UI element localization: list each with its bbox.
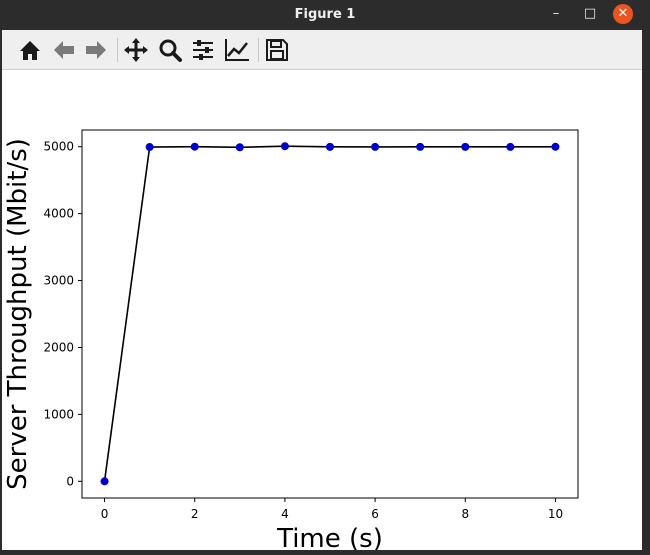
forward-arrow-icon [86,41,106,59]
data-point [100,477,109,486]
forward-button[interactable] [82,36,110,64]
minimize-button[interactable]: – [552,6,560,21]
window-border [642,30,650,555]
figure-canvas[interactable]: 0 2 4 6 8 10 0 1000 2000 3000 4000 5000 Time (s) Se… [2,70,642,550]
data-point [461,142,470,151]
axes-frame [81,129,579,499]
edit-axes-icon [225,39,249,61]
back-button[interactable] [50,36,78,64]
window-title: Figure 1 [294,7,356,22]
data-point [280,142,289,151]
title-bar[interactable]: Figure 1 – □ ✕ [0,0,650,29]
y-axis-label: Server Throughput (Mbit/s) [3,138,33,490]
data-point [416,142,425,151]
data-point [371,142,380,151]
y-tick-label: 0 [66,474,74,488]
save-icon [266,39,288,61]
pan-button[interactable] [122,36,150,64]
home-icon [20,41,40,60]
data-point [190,142,199,151]
data-point [326,142,334,151]
y-tick-label: 3000 [43,274,74,288]
pan-icon [124,38,148,62]
configure-subplots-button[interactable] [189,36,217,64]
toolbar-separator [258,38,259,62]
zoom-button[interactable] [156,36,184,64]
y-tick-label: 5000 [43,140,74,154]
x-axis-label: Time (s) [276,524,383,550]
close-button[interactable]: ✕ [613,4,633,24]
edit-axes-button[interactable] [223,36,251,64]
x-tick-label: 0 [101,507,109,521]
y-tick-label: 4000 [43,207,74,221]
data-point [551,142,560,151]
data-point [235,143,244,152]
x-tick-label: 2 [191,507,199,521]
zoom-icon [159,39,182,62]
maximize-button[interactable]: □ [583,6,597,21]
data-point [506,142,515,151]
y-tick-label: 1000 [43,407,74,421]
x-tick-label: 8 [461,507,469,521]
window-border [0,550,650,555]
x-tick-label: 4 [281,507,289,521]
x-tick-label: 10 [548,507,563,521]
x-tick-label: 6 [371,507,379,521]
data-point [145,143,154,152]
save-button[interactable] [263,36,291,64]
subplots-icon [193,40,213,60]
navigation-toolbar [2,30,642,70]
back-arrow-icon [54,41,74,59]
line-chart: 0 2 4 6 8 10 0 1000 2000 3000 4000 5000 Time (s) Se… [3,129,579,550]
y-tick-label: 2000 [43,340,74,354]
toolbar-separator [117,38,118,62]
home-button[interactable] [16,36,44,64]
